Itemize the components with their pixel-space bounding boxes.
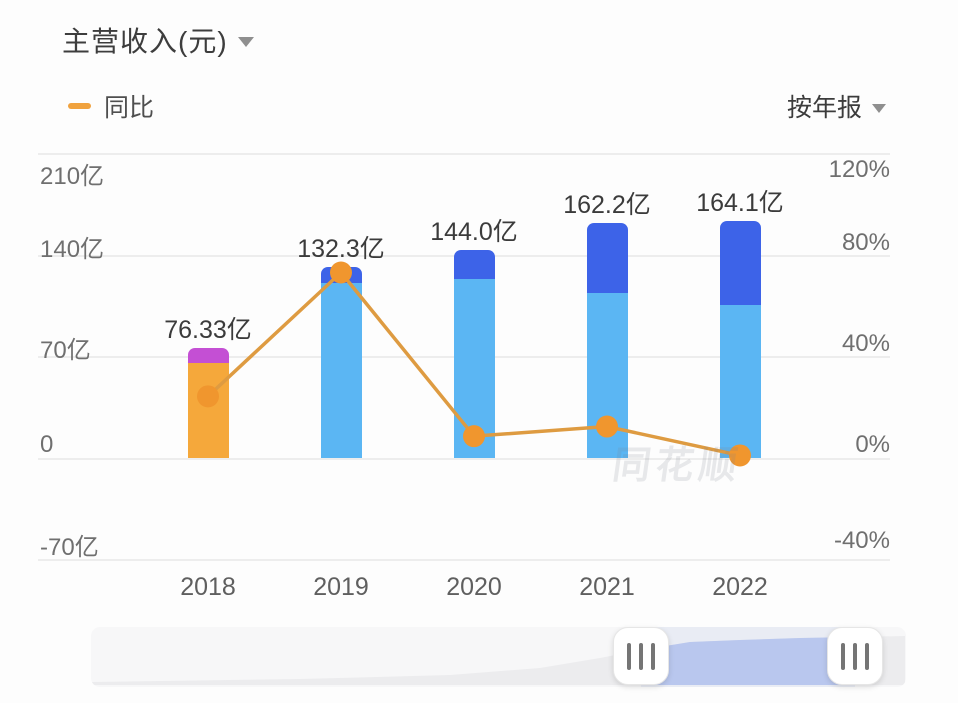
bar-body [453,277,495,459]
right-axis-tick: 80% [841,228,890,256]
x-axis-label: 2019 [313,573,369,601]
bar-2018[interactable] [187,347,229,459]
x-axis-label: 2020 [446,573,502,601]
legend-row: 同比 按年报 [0,88,958,122]
gridline [38,559,890,561]
slider-right-handle[interactable] [827,627,883,685]
bar-body [187,361,229,459]
period-selector[interactable]: 按年报 [787,88,886,124]
grip-bar-icon [841,642,845,670]
x-axis-label: 2021 [579,573,635,601]
bar-body [320,280,362,459]
bar-2022[interactable] [719,220,761,459]
chevron-down-icon [872,103,886,113]
bar-value-label: 164.1亿 [696,188,784,217]
bar-2019[interactable] [320,266,362,459]
bar-value-label: 162.2亿 [563,191,651,220]
chevron-down-icon [237,37,254,47]
grip-bar-icon [627,642,631,670]
bar-value-label: 144.0亿 [430,217,518,246]
bar-body [586,290,628,459]
left-axis-tick: 0 [40,430,54,458]
bar-top-segment [586,223,628,293]
bar-value-label: 132.3亿 [297,234,385,263]
x-axis-label: 2018 [180,573,236,601]
bar-top-segment [453,249,495,280]
period-label: 按年报 [786,94,862,122]
right-axis-tick: -40% [833,527,890,554]
grip-bar-icon [639,642,643,670]
grip-bar-icon [651,642,655,670]
bar-top-segment [187,347,229,364]
left-axis-tick: 210亿 [40,163,105,190]
right-axis-tick: 40% [841,330,890,357]
page-title: 主营收入(元) [62,26,228,57]
legend-label: 同比 [104,94,155,122]
bar-top-segment [320,266,362,283]
bar-2021[interactable] [586,223,628,459]
left-axis-tick: -70亿 [40,534,99,561]
bar-top-segment [719,220,761,306]
right-axis-tick: 120% [828,156,890,183]
bar-body [719,303,761,459]
left-axis-tick: 140亿 [40,235,105,263]
left-axis-tick: 70亿 [40,337,91,364]
yoy-line-swatch [68,103,91,109]
bar-value-label: 76.33亿 [164,315,252,344]
x-axis-label: 2022 [712,573,768,601]
grip-bar-icon [853,642,857,670]
right-axis-tick: 0% [855,430,890,458]
metric-selector[interactable]: 主营收入(元) [62,20,254,60]
slider-left-handle[interactable] [613,627,669,685]
legend-item-yoy[interactable]: 同比 [68,88,154,124]
bar-2020[interactable] [453,249,495,459]
gridline [38,153,890,155]
date-range-slider[interactable] [91,627,906,687]
slider-data-shadow [92,627,905,687]
grip-bar-icon [865,642,869,670]
